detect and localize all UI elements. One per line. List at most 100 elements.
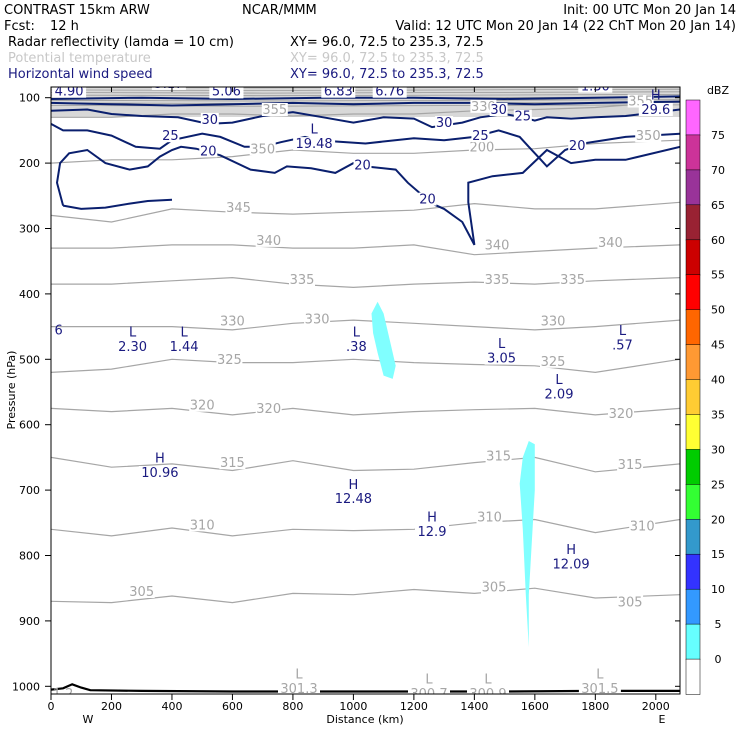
theta-label: 335 [290,273,315,288]
theta-label: 345 [226,201,251,216]
theta-label: 320 [190,399,215,414]
extremum-value: 5.06 [212,85,241,100]
colorbar-swatch [685,134,701,171]
wind-contour-20 [62,198,173,210]
colorbar-level-label: 5 [715,618,722,631]
wind-contour-30 [51,100,680,107]
theta-contour-350 [51,139,680,164]
theta-label: 340 [256,234,281,249]
colorbar-swatch [685,414,701,451]
wind-contour-30 [51,108,680,129]
extremum-value-bg [638,103,673,116]
theta-label: 315 [220,456,245,471]
extremum-value-bg [484,351,519,365]
theta-contour-335 [51,276,680,289]
extremum-value: 6.76 [375,85,404,100]
extremum-value-bg [542,387,576,401]
theta-label: 355 [262,103,287,118]
colorbar-swatch [685,309,701,346]
field-xy-wind: XY= 96.0, 72.5 to 235.3, 72.5 [290,67,484,82]
extremum-value: 300.7 [410,687,447,702]
theta-label-bg [540,314,566,328]
colorbar-swatch [685,204,701,241]
colorbar-swatch [685,169,701,206]
colorbar-level-label: 60 [711,234,725,247]
theta-label-bg [540,354,566,368]
theta-contour-upper [51,99,680,102]
wind-label: 30 [436,116,453,131]
field-name-theta: Potential temperature [8,51,151,66]
colorbar-swatch [685,658,701,695]
extremum-letter: L [555,373,563,388]
wind-label: 30 [202,113,219,128]
extremum-letter: H [349,478,359,493]
extremum-value-bg [408,687,450,694]
theta-contour-305 [51,587,680,604]
extremum-value: 29.6 [641,103,670,118]
extremum-value-bg [167,339,202,353]
colorbar-level-label: 30 [711,443,725,456]
theta-label: 305 [129,585,154,600]
theta-label: 310 [630,520,655,535]
wind-label: 30 [490,103,507,118]
extremum-value: 12.9 [418,525,447,540]
theta-label-bg [255,401,282,415]
extremum-value: 1.44 [170,340,199,355]
valid-time: Valid: 12 UTC Mon 20 Jan 14 (22 ChT Mon … [395,19,736,34]
extremum-letter: H [566,543,576,558]
theta-label-bg [476,510,503,524]
colorbar-swatch [685,553,701,590]
extremum-value-bg [321,87,356,98]
colorbar-swatch [685,344,701,381]
model-title: CONTRAST 15km ARW [4,3,150,18]
theta-label-bg [255,233,282,247]
theta-contour-340 [51,244,680,256]
forecast-hours: 12 h [50,19,79,34]
theta-contour-310 [51,518,680,537]
theta-label-bg [128,585,155,598]
theta-contour-330 [51,319,680,331]
x-axis: 0 200 400 600 800 1000 1200 1400 1600 1800 2000 [48,87,670,713]
extremum-value: 19.48 [295,137,332,152]
extremum-letter: H [651,89,661,104]
colorbar-level-label: 70 [711,164,725,177]
x-tick-label: 1800 [581,700,609,713]
edge-label: L [171,49,179,64]
colorbar-swatch [685,239,701,276]
wind-label-bg [151,87,186,90]
extremum-value-bg [332,492,375,506]
extremum-value: 2.09 [545,388,574,403]
theta-label-bg [484,238,510,252]
colorbar-swatch [685,449,701,486]
extremum-value-bg [343,339,370,353]
theta-label: 310 [477,511,502,526]
theta-label: 330 [305,312,330,327]
theta-label: 325 [541,355,566,370]
y-tick-label: 900 [19,615,40,628]
plot-frame [50,86,681,695]
terrain-line [51,683,680,693]
extremum-letter: L [129,325,137,340]
theta-label: 325 [217,353,242,368]
extremum-value: .38 [346,340,367,355]
extremum-letter: H [155,452,165,467]
wind-label: 20 [200,144,217,159]
theta-label-bg [468,140,495,154]
extremum-value: 10.96 [141,466,178,481]
extremum-value-bg [115,339,150,353]
field-xy-reflectivity: XY= 96.0, 72.5 to 235.3, 72.5 [290,35,484,50]
colorbar-swatch [685,519,701,555]
theta-contour-upper [51,88,680,91]
reflectivity-region-5dbz [371,301,396,379]
wind-label-bg [568,139,587,152]
extremum-value-bg [138,466,181,479]
wind-contour-30 [51,95,680,101]
extremum-letter: L [310,123,318,138]
extremum-value: 3.05 [487,352,516,367]
theta-label-bg [225,201,252,215]
wind-label-bg [471,129,490,143]
wind-label-bg [161,129,180,143]
extremum-value-bg [293,137,336,151]
colorbar-level-label: 0 [715,653,722,666]
